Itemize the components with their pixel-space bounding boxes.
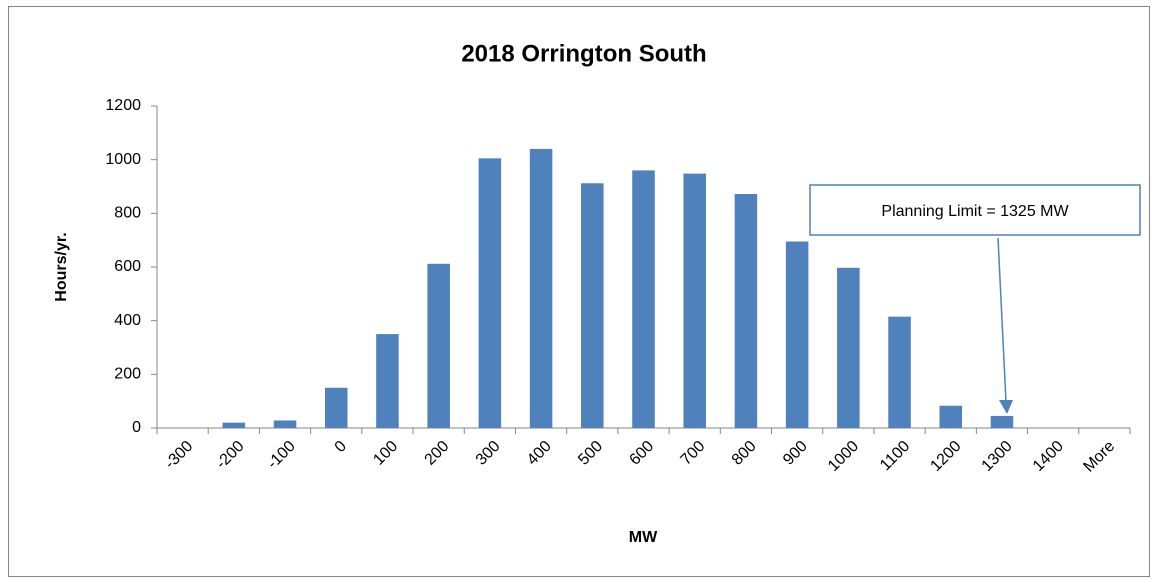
bar — [683, 173, 706, 428]
bar — [581, 183, 604, 428]
x-axis-label: MW — [629, 529, 658, 546]
y-tick-label: 400 — [114, 312, 141, 329]
bar — [376, 334, 399, 428]
bar — [939, 405, 963, 428]
y-tick-label: 200 — [114, 366, 141, 383]
bar — [632, 170, 655, 428]
bar — [324, 387, 348, 428]
bar — [837, 267, 860, 428]
annotation-box — [809, 184, 1141, 236]
bar — [222, 422, 246, 428]
y-tick-label: 800 — [114, 205, 141, 222]
bar — [529, 148, 553, 428]
annotation: Planning Limit = 1325 MW — [881, 203, 1069, 220]
chart-border — [8, 6, 1150, 577]
bar — [785, 241, 809, 428]
y-tick-label: 1200 — [105, 97, 141, 114]
y-tick-label: 1000 — [105, 151, 141, 168]
annotation-arrow — [997, 237, 1007, 403]
bar — [273, 420, 297, 428]
y-tick-label: 0 — [132, 419, 141, 436]
arrow-head — [999, 400, 1013, 414]
bar — [888, 316, 911, 428]
bar — [734, 194, 758, 428]
y-tick-label: 600 — [114, 258, 141, 275]
bar — [427, 263, 450, 428]
chart-title: 2018 Orrington South — [461, 40, 706, 67]
y-axis-label: Hours/yr. — [53, 232, 70, 301]
bar — [478, 158, 502, 428]
bar — [990, 415, 1014, 428]
